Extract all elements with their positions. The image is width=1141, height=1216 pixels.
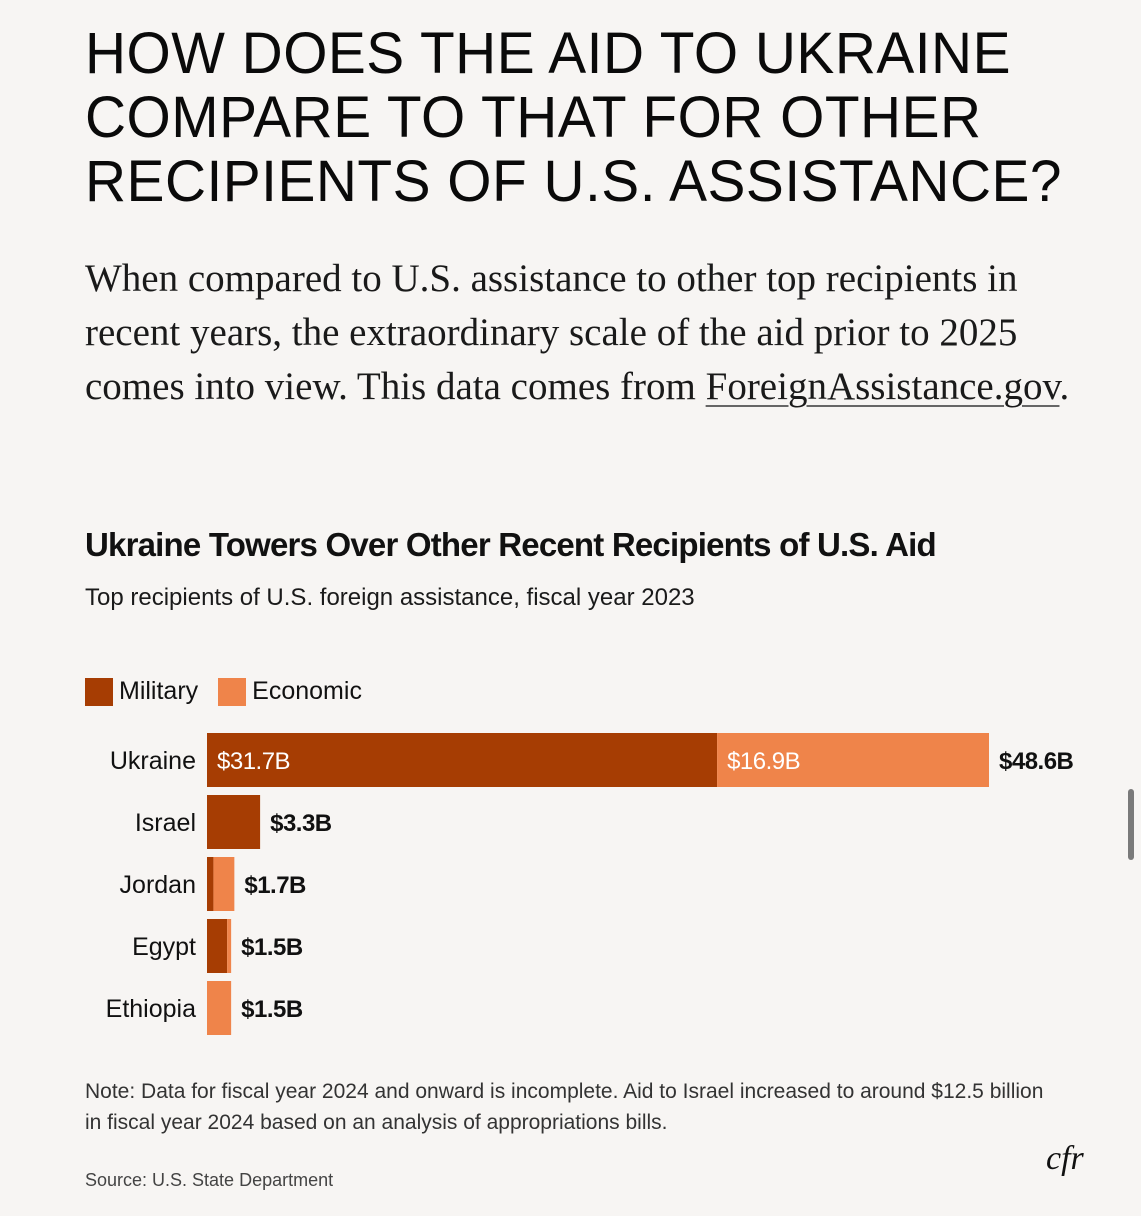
bar-row-ethiopia: Ethiopia $1.5B [106,981,303,1035]
bar-row-jordan: Jordan $1.7B [120,857,307,911]
bar-segment-military [207,919,228,973]
bar-segment-economic [227,919,232,973]
bar-row-israel: Israel $3.3B [135,795,332,849]
total-value-label: $1.5B [241,996,303,1023]
scrollbar[interactable] [1128,789,1134,860]
category-label: Ethiopia [106,995,196,1023]
bar-segment-military [207,795,261,849]
category-label: Israel [135,809,196,837]
category-label: Egypt [132,933,196,961]
chart-note: Note: Data for fiscal year 2024 and onwa… [85,1080,1044,1134]
segment-value-label: $31.7B [217,748,290,775]
chart-title: Ukraine Towers Over Other Recent Recipie… [85,526,937,563]
category-label: Jordan [120,871,196,899]
bar-segment-economic [207,981,232,1035]
page-headline: HOW DOES THE AID TO UKRAINE COMPARE TO T… [85,21,1062,214]
chart-legend: Military Economic [85,677,382,706]
foreignassistance-link[interactable]: ForeignAssistance.gov [705,365,1060,408]
bar-segment-military [207,733,718,787]
legend-item-military: Military [85,677,198,706]
category-label: Ukraine [110,747,196,775]
total-value-label: $1.5B [241,934,303,961]
chart-source: Source: U.S. State Department [85,1170,334,1190]
total-value-label: $3.3B [270,810,332,837]
bar-segment-economic [717,733,989,787]
bar-chart: Ukraine $31.7B $16.9B $48.6B Israel $3.3B Jord… [106,733,1074,1035]
intro-trailing: . [1059,365,1070,408]
legend-label-economic: Economic [252,677,362,705]
bar-row-egypt: Egypt $1.5B [132,919,303,973]
bar-segment-economic [213,857,235,911]
legend-swatch-economic [218,677,247,706]
legend-item-economic: Economic [218,677,362,706]
total-value-label: $1.7B [244,872,306,899]
cfr-logo: cfr [1046,1140,1084,1177]
total-value-label: $48.6B [999,748,1074,775]
legend-label-military: Military [119,677,199,705]
bar-segment-military [207,857,214,911]
segment-value-label: $16.9B [727,748,800,775]
intro-text: When compared to U.S. assistance to othe… [85,257,1018,408]
legend-swatch-military [85,677,113,706]
bar-row-ukraine: Ukraine $31.7B $16.9B $48.6B [110,733,1074,787]
chart-subtitle: Top recipients of U.S. foreign assistanc… [85,584,695,611]
intro-paragraph: When compared to U.S. assistance to othe… [85,252,1095,414]
